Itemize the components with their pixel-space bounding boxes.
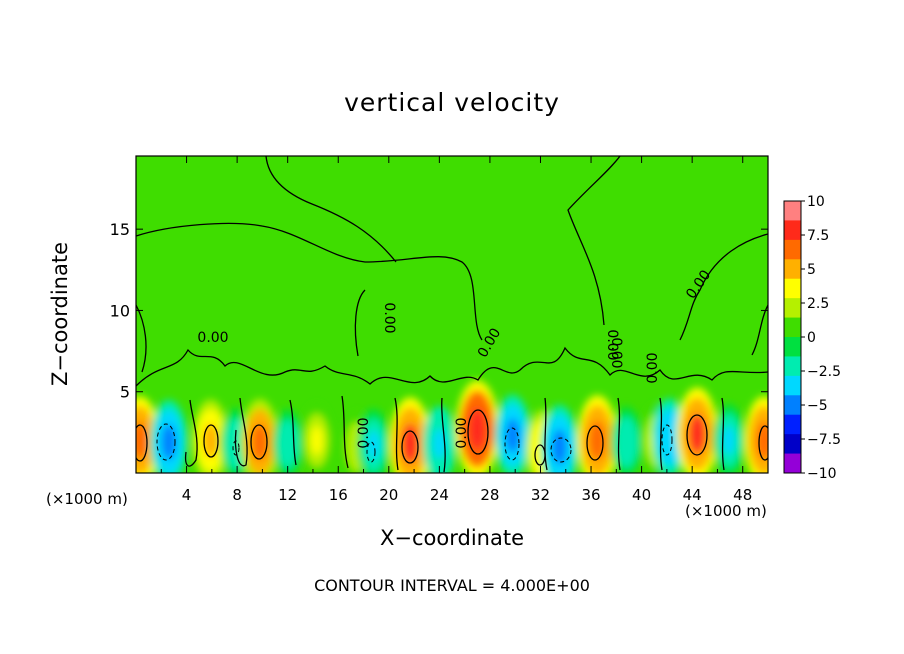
x-tick-label: 40 <box>632 486 651 504</box>
y-axis: 5 10 15 <box>110 220 768 402</box>
contour-label: 0.00 <box>381 302 397 333</box>
colorbar-tick-label: 0 <box>807 330 816 346</box>
colorbar-swatch <box>784 375 801 396</box>
y-axis-label: Z−coordinate <box>48 242 72 386</box>
velocity-cell-core <box>203 423 218 458</box>
velocity-cell-core <box>310 425 323 456</box>
negative-contours <box>156 423 673 463</box>
velocity-cell-core <box>433 428 446 459</box>
colorbar-swatch <box>784 453 801 474</box>
x-unit-label-right: (×1000 m) <box>685 502 767 520</box>
contour-label: 0.00 <box>608 337 624 368</box>
colorbar-swatch <box>784 201 801 221</box>
colorbar-swatch <box>784 337 801 357</box>
x-tick-label: 36 <box>581 486 600 504</box>
x-axis: 4 8 12 16 20 24 28 32 36 40 44 48 <box>160 156 752 504</box>
x-tick-label: 28 <box>480 486 499 504</box>
velocity-cell-core <box>589 421 606 460</box>
velocity-cell-core <box>505 418 520 453</box>
plot-area: 0.000.000.00 0.000.00 0.000.000.000.00 <box>136 156 768 473</box>
x-tick-label: 8 <box>232 486 242 504</box>
colorbar-tick-label: −2.5 <box>807 364 841 380</box>
velocity-cell-core <box>468 407 487 451</box>
contour-label: 0.00 <box>645 352 661 383</box>
colorbar-swatch <box>784 220 801 241</box>
colorbar-tick-label: 2.5 <box>807 296 829 312</box>
velocity-cell-core <box>282 430 294 458</box>
x-tick-label: 32 <box>531 486 550 504</box>
x-unit-label-left: (×1000 m) <box>46 490 128 508</box>
x-tick-label: 20 <box>379 486 398 504</box>
colorbar-tick-label: 5 <box>807 262 816 278</box>
colorbar-swatch <box>784 414 801 435</box>
contour-interval-note: CONTOUR INTERVAL = 4.000E+00 <box>314 576 590 595</box>
colorbar-swatch <box>784 239 801 260</box>
contour-label: 0.00 <box>604 329 620 360</box>
colorbar-tick-label: −10 <box>807 466 837 482</box>
velocity-cell-core <box>662 421 676 454</box>
contour-label: 0.00 <box>356 417 372 448</box>
velocity-cell-core <box>620 428 633 457</box>
colorbar-tick-label: −5 <box>807 398 828 414</box>
contour-label: 0.00 <box>197 330 228 346</box>
y-tick-label: 15 <box>110 220 130 239</box>
x-tick-label: 12 <box>278 486 297 504</box>
colorbar-swatch <box>784 298 801 319</box>
colorbar-swatch <box>784 259 801 280</box>
colorbar-swatch <box>784 317 801 338</box>
y-tick-label: 5 <box>120 383 130 402</box>
colorbar-swatch <box>784 395 801 416</box>
zero-contours <box>136 156 768 473</box>
x-tick-label: 24 <box>430 486 449 504</box>
x-tick-label: 48 <box>733 486 752 504</box>
colorbar-swatch <box>784 434 801 455</box>
colorbar-swatch <box>784 356 801 377</box>
chart-title: vertical velocity <box>344 88 560 117</box>
contour-label: 0.00 <box>454 417 470 448</box>
plot-frame <box>135 155 769 474</box>
velocity-cell-core <box>688 413 706 455</box>
x-tick-label: 4 <box>182 486 192 504</box>
velocity-cell-core <box>552 429 567 465</box>
colorbar-tick-label: 10 <box>807 194 825 210</box>
colorbar-tick-label: −7.5 <box>807 432 841 448</box>
colorbar-tick-label: 7.5 <box>807 228 829 244</box>
velocity-cell-core <box>161 424 177 460</box>
colorbar: 10 7.5 5 2.5 0 −2.5 −5 −7.5 −10 <box>783 194 841 482</box>
colorbar-swatch <box>784 278 801 299</box>
x-tick-label: 44 <box>683 486 702 504</box>
velocity-cell-core <box>252 423 268 461</box>
x-tick-label: 16 <box>329 486 348 504</box>
y-tick-label: 10 <box>110 301 130 320</box>
velocity-cell-core <box>722 425 735 456</box>
x-axis-label: X−coordinate <box>380 526 524 550</box>
